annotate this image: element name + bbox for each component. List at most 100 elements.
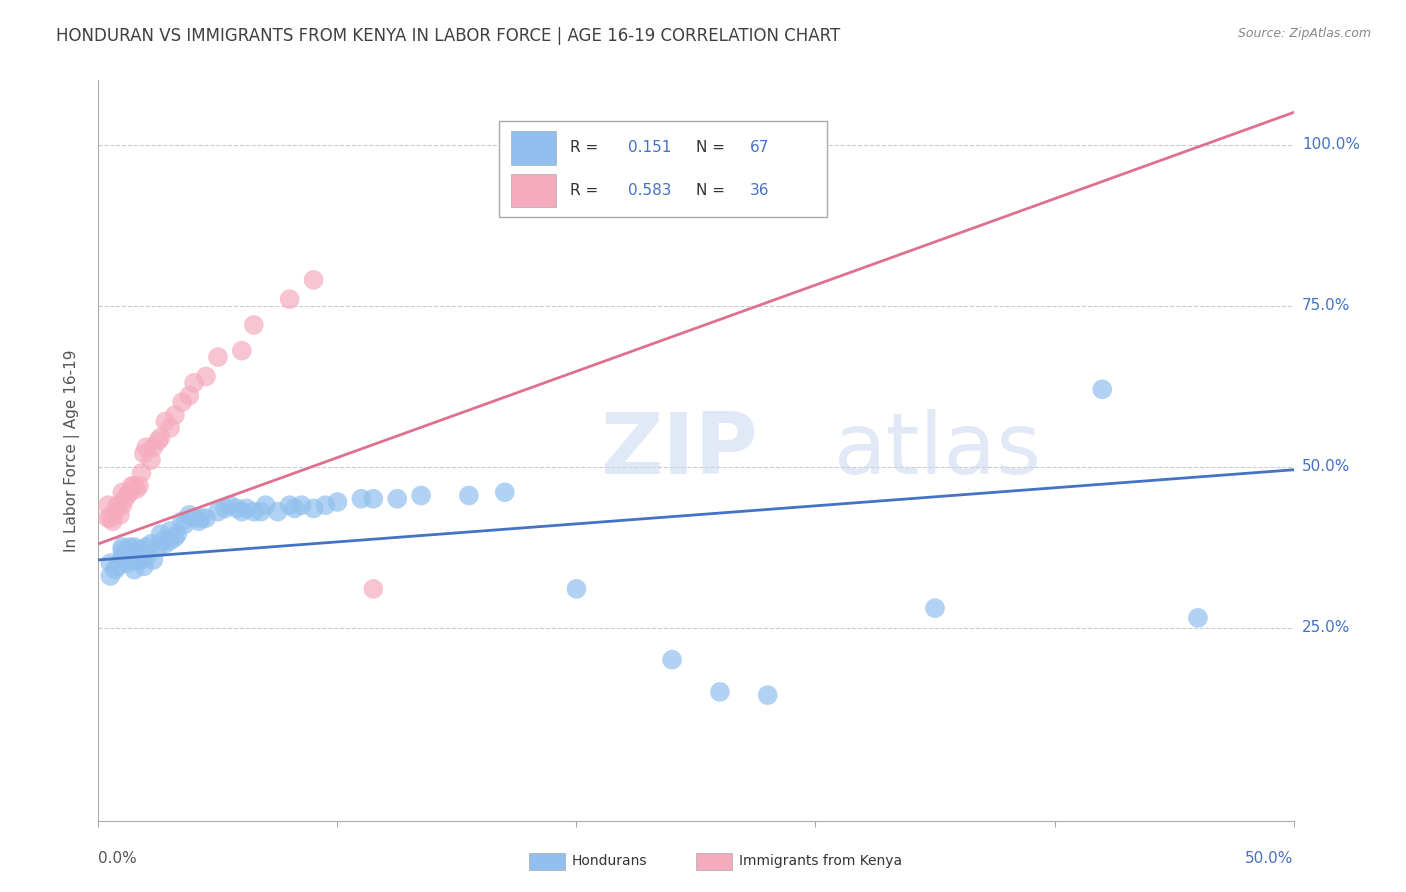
Point [125,543,148,558]
Point [172,514,194,528]
Text: atlas: atlas [834,409,1042,492]
Text: ZIP: ZIP [600,409,758,492]
Point [124,549,146,564]
Point [97,498,120,512]
Point [709,685,731,699]
Point [278,292,301,306]
Point [115,489,138,503]
Point [756,688,779,702]
Point [155,415,177,429]
Text: 75.0%: 75.0% [1302,298,1350,313]
Point [128,479,150,493]
Point [207,505,229,519]
Point [111,498,134,512]
Point [661,653,683,667]
Point [179,508,201,522]
Point [98,556,122,570]
Point [115,556,138,570]
Point [315,498,337,512]
Point [118,540,141,554]
FancyBboxPatch shape [499,121,828,218]
Point [131,543,153,558]
Point [115,546,138,560]
Point [231,343,253,358]
Point [1091,382,1114,396]
Point [302,273,325,287]
Point [195,369,218,384]
Point [149,527,172,541]
Point [363,582,385,596]
Point [190,511,212,525]
Point [291,498,314,512]
Point [565,582,588,596]
Point [278,498,301,512]
Text: 0.0%: 0.0% [98,851,138,866]
Point [159,524,181,538]
Text: R =: R = [571,183,599,198]
Point [97,511,120,525]
Text: N =: N = [696,140,725,155]
Point [107,559,129,574]
Text: 0.583: 0.583 [628,183,671,198]
Point [458,489,481,503]
Point [135,549,157,564]
Point [207,350,229,364]
Point [326,495,349,509]
Point [163,408,186,422]
Point [142,440,165,454]
Point [183,511,205,525]
Point [195,511,218,525]
Point [128,553,150,567]
Point [125,482,148,496]
Point [494,485,516,500]
Point [385,491,409,506]
Point [104,505,127,519]
Point [163,530,186,544]
Point [159,421,181,435]
Point [142,553,165,567]
Text: Hondurans: Hondurans [572,854,647,868]
Point [131,553,153,567]
Point [214,501,236,516]
Text: 50.0%: 50.0% [1246,851,1294,866]
Text: N =: N = [696,183,725,198]
Point [166,527,188,541]
Point [148,540,170,554]
Point [250,505,273,519]
Point [350,491,373,506]
Text: Immigrants from Kenya: Immigrants from Kenya [740,854,903,868]
Point [159,533,181,548]
FancyBboxPatch shape [510,174,557,207]
Point [108,508,131,522]
Point [226,501,249,516]
Point [98,569,122,583]
Point [231,505,253,519]
Point [135,540,157,554]
Point [411,489,433,503]
Point [155,537,177,551]
Point [101,514,124,528]
Point [118,553,141,567]
Point [98,511,122,525]
Point [243,505,266,519]
Point [235,501,257,516]
Text: 100.0%: 100.0% [1302,137,1360,153]
Point [118,485,141,500]
Point [183,376,205,390]
FancyBboxPatch shape [529,854,565,870]
Point [243,318,266,332]
Point [173,517,195,532]
Point [131,466,153,480]
Text: 50.0%: 50.0% [1302,459,1350,474]
Text: 67: 67 [749,140,769,155]
Point [302,501,325,516]
Point [267,505,290,519]
Point [124,540,146,554]
Text: Source: ZipAtlas.com: Source: ZipAtlas.com [1237,27,1371,40]
Text: 25.0%: 25.0% [1302,620,1350,635]
Point [104,563,127,577]
Point [363,491,385,506]
Point [924,601,946,615]
Point [111,549,134,564]
Point [179,389,201,403]
